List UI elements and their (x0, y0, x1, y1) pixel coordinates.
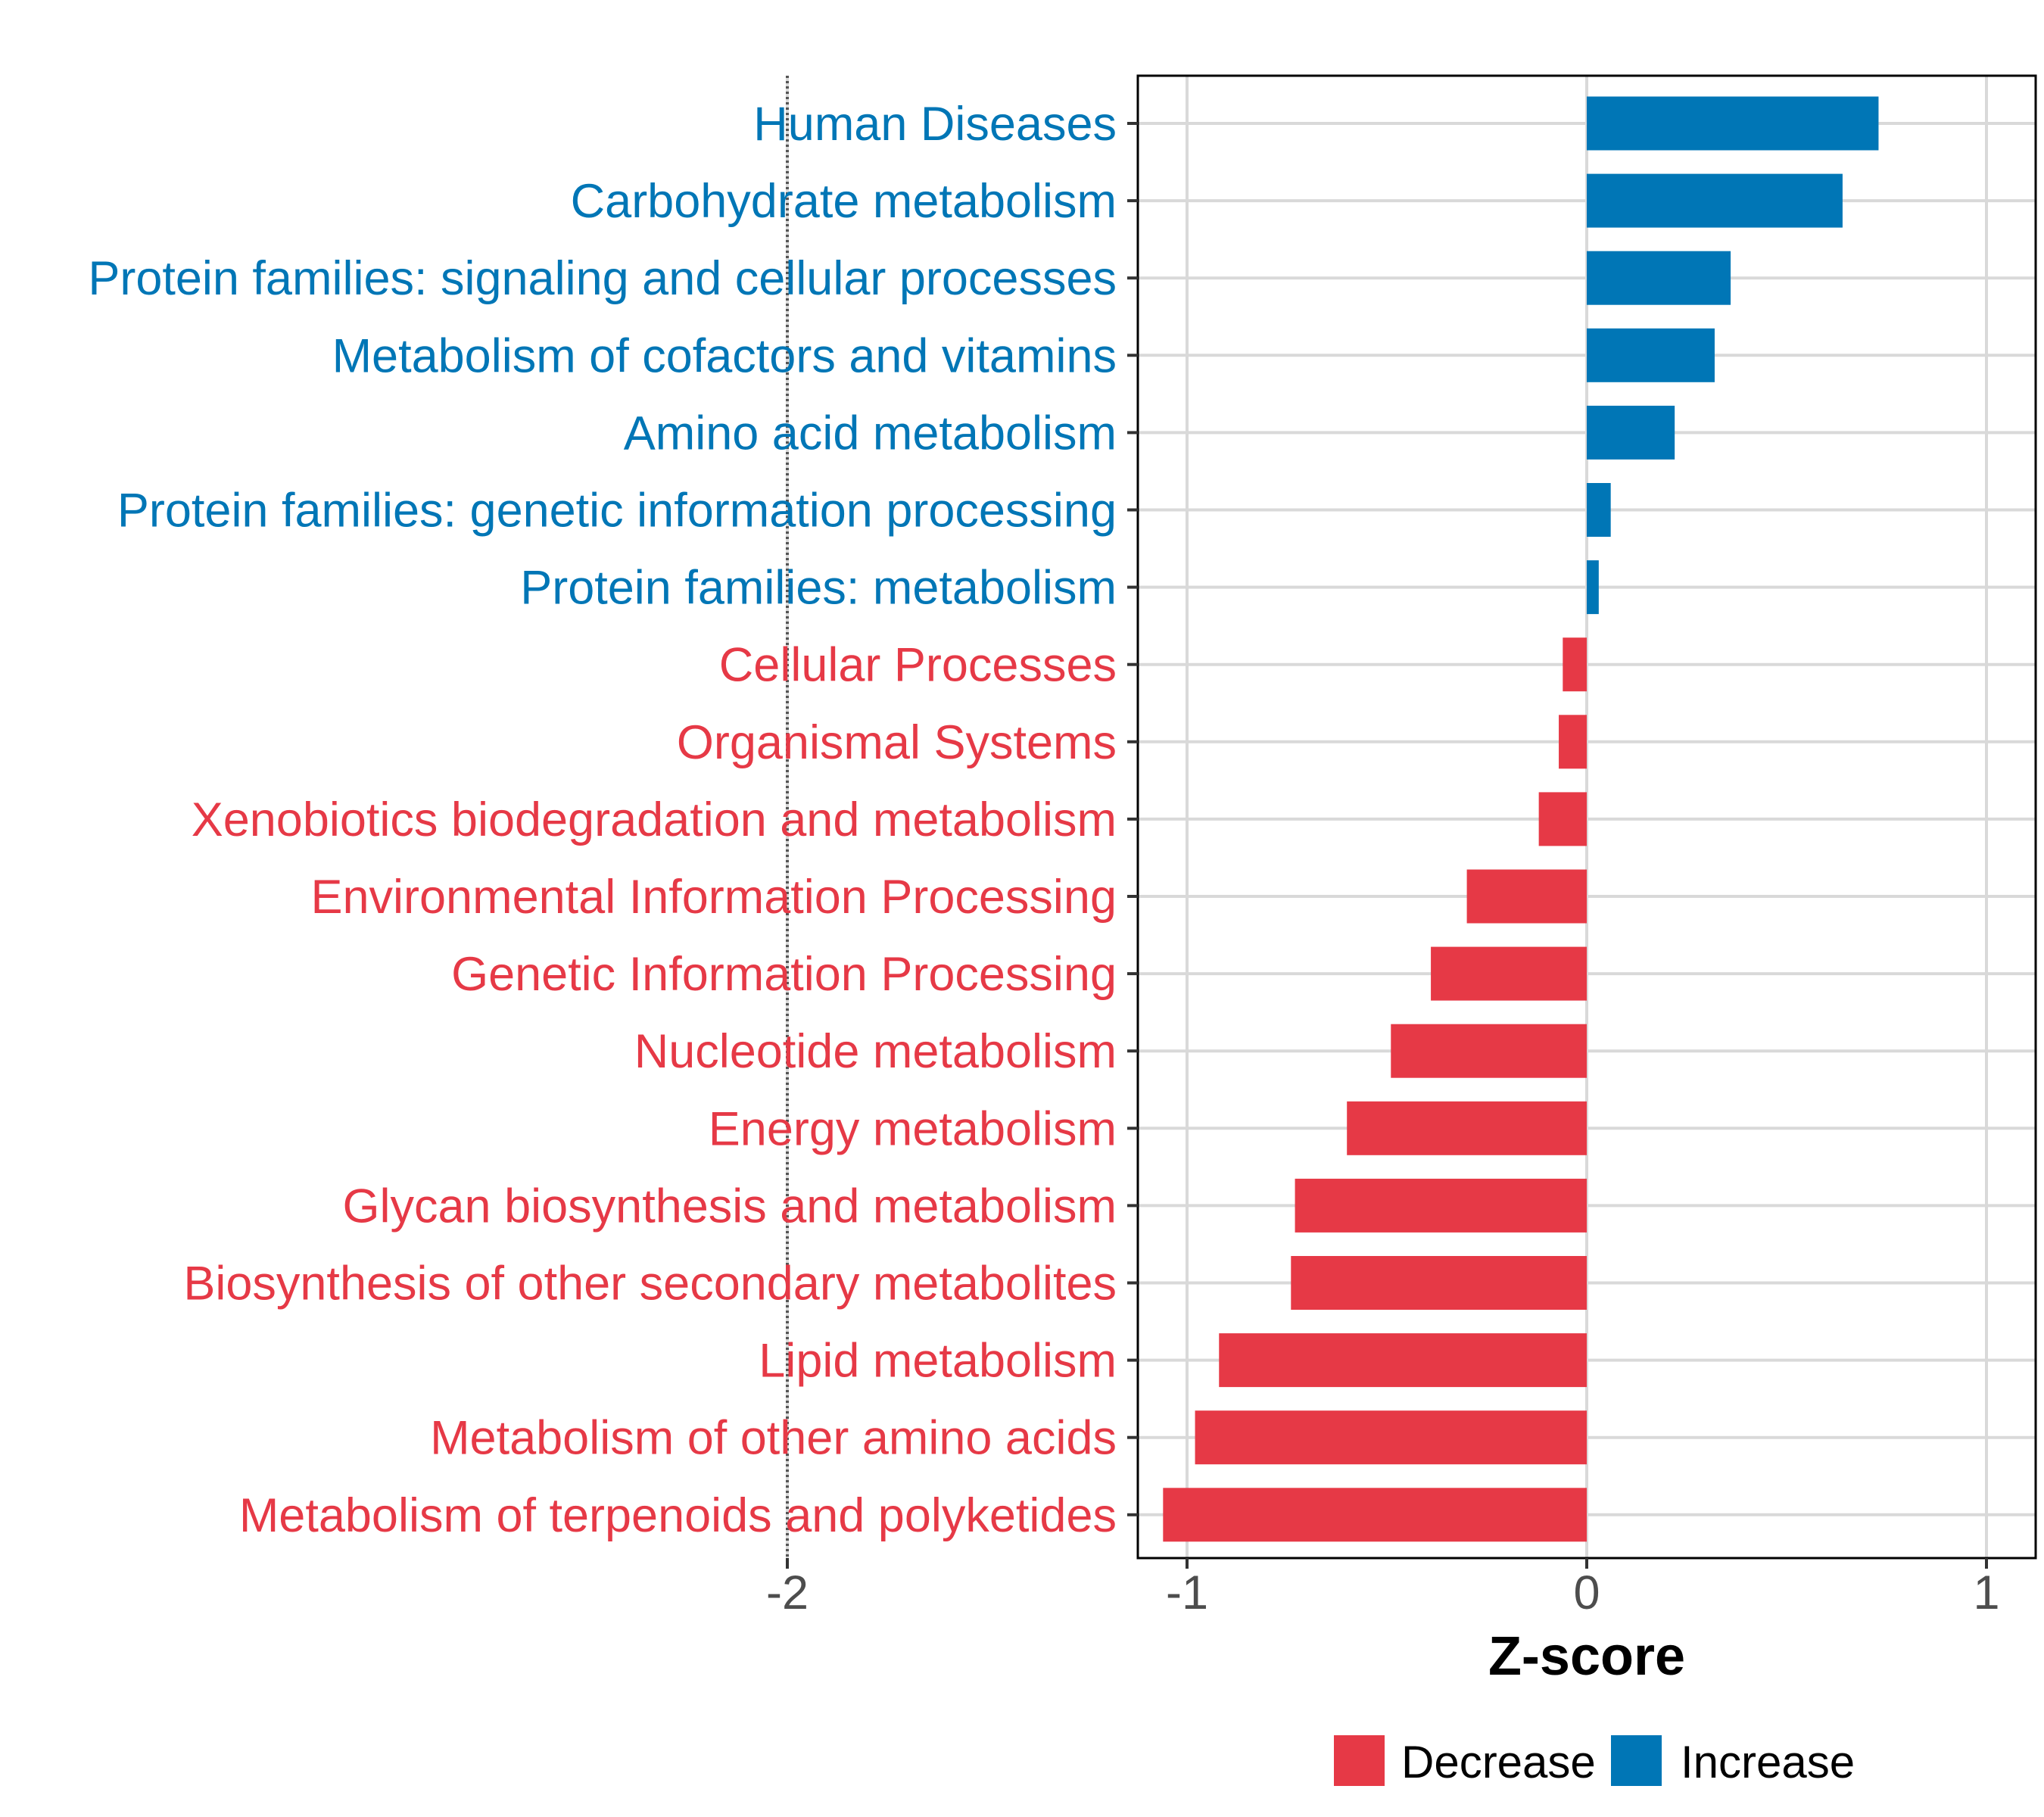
bar (1163, 1488, 1587, 1542)
bar (1587, 405, 1675, 460)
reference-line-layer (786, 76, 789, 1558)
category-label: Cellular Processes (719, 639, 1117, 692)
bar (1431, 946, 1587, 1001)
category-label: Metabolism of other amino acids (430, 1412, 1117, 1465)
category-label: Carbohydrate metabolism (571, 175, 1117, 228)
bar (1587, 96, 1879, 151)
legend-swatch-increase (1611, 1735, 1662, 1786)
category-label: Metabolism of cofactors and vitamins (332, 329, 1117, 382)
category-label: Biosynthesis of other secondary metaboli… (183, 1258, 1117, 1311)
bar (1538, 792, 1587, 846)
bar (1563, 637, 1587, 692)
bar (1195, 1410, 1587, 1465)
legend-swatch-decrease (1334, 1735, 1385, 1786)
category-label: Organismal Systems (677, 716, 1117, 769)
category-label: Xenobiotics biodegradation and metabolis… (192, 793, 1117, 846)
category-label: Glycan biosynthesis and metabolism (343, 1180, 1117, 1233)
x-axis-title: Z-score (1488, 1626, 1685, 1687)
category-label: Nucleotide metabolism (634, 1025, 1117, 1078)
legend-label-increase: Increase (1681, 1737, 1855, 1787)
category-label: Protein families: metabolism (520, 562, 1117, 615)
x-tick-label: 1 (1973, 1566, 1999, 1619)
category-label: Protein families: genetic information pr… (117, 485, 1117, 538)
legend-label-decrease: Decrease (1401, 1737, 1596, 1787)
bar (1295, 1178, 1587, 1233)
x-axis: -2-1012 (766, 1558, 2000, 1619)
bar (1347, 1101, 1587, 1155)
bar (1559, 715, 1587, 769)
x-tick-label: -1 (1166, 1566, 1208, 1619)
y-axis: Human Diseases Carbohydrate metabolism Pro… (88, 98, 1138, 1542)
legend: Decrease Increase (1334, 1735, 1855, 1787)
bar (1291, 1256, 1587, 1310)
bar (1587, 173, 1843, 228)
category-label: Lipid metabolism (759, 1335, 1117, 1388)
category-label: Human Diseases (753, 98, 1117, 151)
bar (1219, 1333, 1587, 1388)
bar (1391, 1024, 1587, 1078)
category-label: Energy metabolism (709, 1102, 1117, 1155)
category-label: Amino acid metabolism (624, 407, 1117, 460)
bar (1587, 560, 1599, 615)
bar (1587, 251, 1731, 305)
x-tick-label: 0 (1573, 1566, 1600, 1619)
category-label: Genetic Information Processing (451, 948, 1117, 1001)
category-label: Environmental Information Processing (310, 871, 1117, 924)
bar-layer (1163, 96, 1879, 1542)
bar (1587, 328, 1715, 382)
bar (1466, 869, 1587, 924)
category-label: Protein families: signaling and cellular… (88, 252, 1117, 305)
category-label: Metabolism of terpenoids and polyketides (239, 1489, 1117, 1542)
bar (1587, 483, 1611, 537)
x-tick-label: -2 (766, 1566, 809, 1619)
